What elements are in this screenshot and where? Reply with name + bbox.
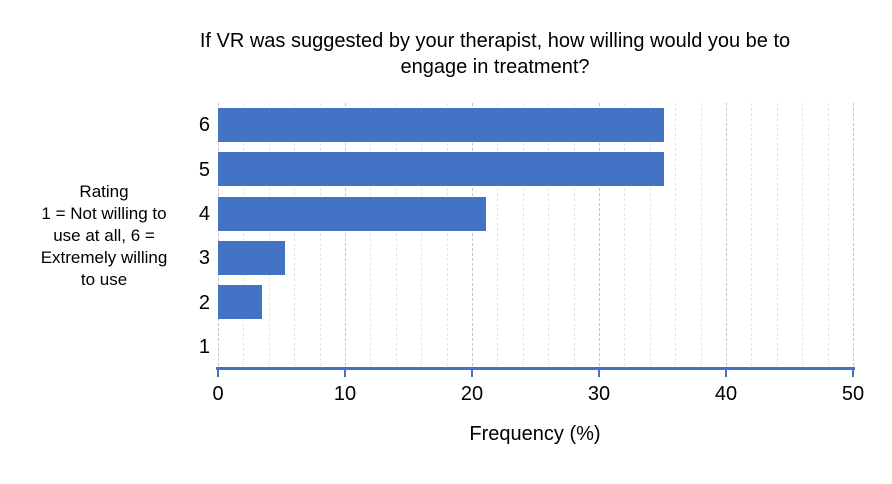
chart-title-line: If VR was suggested by your therapist, h… [199,30,791,52]
minor-gridline [268,103,270,367]
minor-gridline [446,103,448,367]
y-axis-label-line: to use [80,270,128,289]
minor-gridline [700,103,702,367]
minor-gridline [395,103,397,367]
x-axis-title: Frequency (%) [469,423,601,445]
x-axis-tick-label: 0 [212,383,224,405]
minor-gridline [649,103,651,367]
minor-gridline [497,103,499,367]
minor-gridline [548,103,550,367]
y-axis-category-label: 6 [198,114,210,137]
x-axis-tick-mark [217,367,219,377]
chart-title-line: engage in treatment? [400,56,590,78]
bar-rating-2 [218,285,263,320]
bar-rating-6 [218,108,664,142]
minor-gridline [421,103,423,367]
y-axis-label-line: Rating [79,182,129,201]
minor-gridline [294,103,296,367]
major-gridline [853,103,854,367]
x-axis-tick-label: 10 [333,383,357,405]
x-axis-tick-label: 50 [841,383,865,405]
minor-gridline [370,103,372,367]
x-axis-tick-mark [725,367,727,377]
major-gridline [726,103,727,367]
plot-area [218,103,854,369]
bar-rating-5 [218,152,664,187]
major-gridline [345,103,346,367]
x-axis-tick-label: 30 [587,383,611,405]
y-axis-category-label: 5 [198,158,210,181]
major-gridline [599,103,600,367]
chart-title: If VR was suggested by your therapist, h… [95,28,892,80]
x-axis-tick-mark [852,367,854,377]
minor-gridline [751,103,753,367]
minor-gridline [319,103,321,367]
bar-rating-3 [218,241,286,275]
minor-gridline [573,103,575,367]
major-gridline [472,103,473,367]
minor-gridline [675,103,677,367]
minor-gridline [522,103,524,367]
y-axis-label-line: 1 = Not willing to [41,204,167,223]
minor-gridline [776,103,778,367]
minor-gridline [802,103,804,367]
minor-gridline [624,103,626,367]
y-axis-label: Rating 1 = Not willing to use at all, 6 = E… [8,181,200,291]
minor-gridline [827,103,829,367]
minor-gridline [243,103,245,367]
y-axis-label-line: Extremely willing [40,248,168,267]
x-axis-tick-label: 40 [714,383,738,405]
y-axis-category-label: 4 [198,202,210,225]
bar-rating-4 [218,196,486,231]
y-axis-category-label: 2 [198,291,210,314]
y-axis-category-label: 1 [198,335,210,358]
x-axis-tick-label: 20 [460,383,484,405]
x-axis-line [216,367,855,370]
y-axis-category-label: 3 [198,247,210,270]
x-axis-tick-mark [471,367,473,377]
y-axis-label-line: use at all, 6 = [53,226,155,245]
major-gridline [218,103,219,367]
x-axis-tick-mark [598,367,600,377]
x-axis-tick-mark [344,367,346,377]
